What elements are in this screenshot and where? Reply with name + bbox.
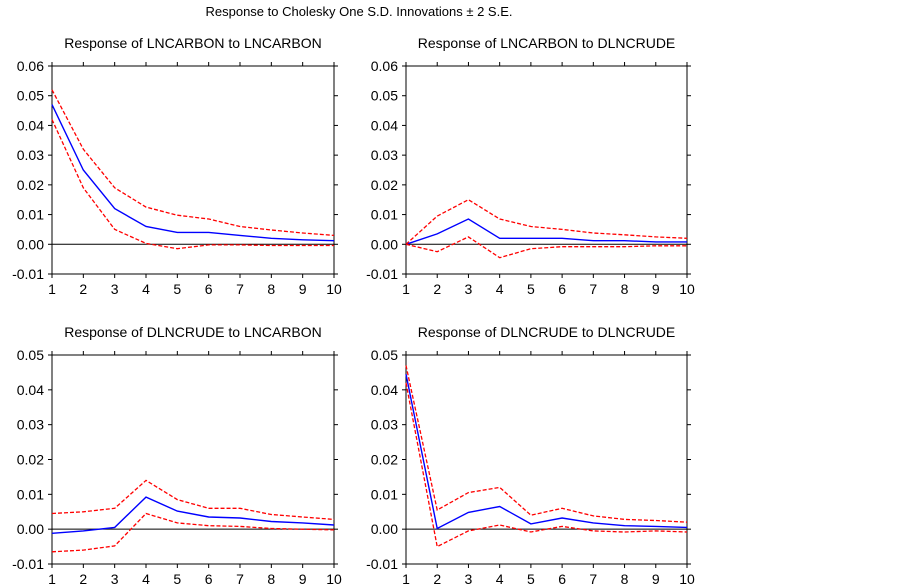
x-tick-label: 5 (173, 281, 181, 297)
plot-frame (51, 65, 335, 275)
y-tick-label: 0.02 (17, 452, 44, 468)
x-tick-label: 10 (326, 571, 342, 586)
x-tick-label: 7 (589, 571, 597, 586)
y-tick-label: 0.05 (371, 347, 398, 363)
y-tick-label: 0.02 (17, 177, 44, 193)
y-tick-label: -0.01 (366, 556, 398, 572)
y-tick-label: 0.04 (17, 117, 44, 133)
y-tick-label: 0.05 (17, 347, 44, 363)
x-tick-label: 7 (236, 281, 244, 297)
y-tick-label: 0.06 (371, 58, 398, 74)
band-lower-line (51, 119, 334, 250)
x-tick-label: 9 (299, 571, 307, 586)
chart-title: Response of DLNCRUDE to DLNCRUDE (418, 324, 676, 340)
x-tick-label: 1 (402, 571, 410, 586)
band-upper-line (405, 198, 688, 245)
x-tick-label: 7 (589, 281, 597, 297)
x-tick-label: 3 (111, 281, 119, 297)
chart-title: Response of LNCARBON to LNCARBON (64, 35, 322, 51)
x-tick-label: 9 (299, 281, 307, 297)
x-tick-label: 9 (652, 281, 660, 297)
x-tick-label: 1 (48, 281, 56, 297)
x-tick-label: 3 (111, 571, 119, 586)
y-tick-label: 0.05 (371, 88, 398, 104)
y-tick-label: 0.05 (17, 88, 44, 104)
x-tick-label: 1 (402, 281, 410, 297)
y-tick-label: 0.03 (17, 417, 44, 433)
response-line (51, 104, 335, 242)
chart-title: Response of DLNCRUDE to LNCARBON (64, 324, 322, 340)
x-tick-label: 1 (48, 571, 56, 586)
x-tick-label: 5 (527, 571, 535, 586)
plot-frame (405, 65, 688, 275)
y-tick-label: 0.02 (371, 452, 398, 468)
y-tick-label: 0.00 (371, 236, 398, 252)
y-tick-label: 0.01 (371, 207, 398, 223)
plot-frame (405, 354, 688, 565)
y-tick-label: 0.01 (17, 207, 44, 223)
band-upper-line (51, 479, 335, 521)
chart-panel-2: Response of LNCARBON to DLNCRUDE -0.01 0.0… (366, 35, 695, 297)
x-tick-label: 4 (496, 571, 504, 586)
x-tick-label: 5 (527, 281, 535, 297)
y-tick-label: 0.00 (17, 521, 44, 537)
y-tick-label: 0.01 (371, 486, 398, 502)
y-tick-label: 0.03 (17, 147, 44, 163)
y-tick-label: 0.00 (17, 236, 44, 252)
x-tick-label: 8 (267, 571, 275, 586)
x-tick-label: 3 (465, 281, 473, 297)
x-tick-label: 2 (433, 281, 441, 297)
y-tick-label: 0.04 (371, 117, 398, 133)
chart-title: Response of LNCARBON to DLNCRUDE (418, 35, 676, 51)
y-tick-label: 0.01 (17, 486, 44, 502)
band-upper-line (405, 365, 688, 523)
x-tick-label: 4 (496, 281, 504, 297)
x-tick-label: 4 (142, 281, 150, 297)
x-tick-label: 2 (433, 571, 441, 586)
y-tick-label: 0.00 (371, 521, 398, 537)
x-tick-label: 8 (621, 571, 629, 586)
x-tick-label: 9 (652, 571, 660, 586)
response-line (405, 218, 687, 245)
chart-panel-4: Response of DLNCRUDE to DLNCRUDE -0.01 0.0… (366, 324, 695, 586)
response-line (405, 374, 688, 530)
x-tick-label: 10 (679, 571, 695, 586)
x-tick-label: 6 (558, 281, 566, 297)
chart-panel-3: Response of DLNCRUDE to LNCARBON -0.01 0.0… (12, 324, 342, 586)
figure-title: Response to Cholesky One S.D. Innovation… (205, 4, 513, 19)
y-tick-label: 0.03 (371, 417, 398, 433)
band-lower-line (405, 236, 687, 259)
band-lower-line (51, 512, 335, 553)
plot-frame (51, 354, 335, 565)
x-tick-label: 6 (558, 571, 566, 586)
response-line (51, 496, 335, 534)
x-tick-label: 10 (326, 281, 342, 297)
x-tick-label: 3 (465, 571, 473, 586)
x-tick-label: 7 (236, 571, 244, 586)
y-tick-label: -0.01 (12, 556, 44, 572)
y-tick-label: 0.04 (371, 382, 398, 398)
y-tick-label: 0.04 (17, 382, 44, 398)
y-tick-label: -0.01 (366, 266, 398, 282)
x-tick-label: 2 (79, 571, 87, 586)
x-tick-label: 4 (142, 571, 150, 586)
x-tick-label: 10 (679, 281, 695, 297)
y-tick-label: 0.06 (17, 58, 44, 74)
y-tick-label: 0.02 (371, 177, 398, 193)
y-tick-label: -0.01 (12, 266, 44, 282)
x-tick-label: 8 (267, 281, 275, 297)
band-lower-line (405, 382, 688, 548)
x-tick-label: 2 (79, 281, 87, 297)
x-tick-label: 5 (173, 571, 181, 586)
x-tick-label: 8 (621, 281, 629, 297)
x-tick-label: 6 (205, 571, 213, 586)
x-tick-label: 6 (205, 281, 213, 297)
band-upper-line (51, 89, 335, 237)
y-tick-label: 0.03 (371, 147, 398, 163)
chart-panel-1: Response of LNCARBON to LNCARBON -0.01 0.0… (12, 35, 342, 297)
